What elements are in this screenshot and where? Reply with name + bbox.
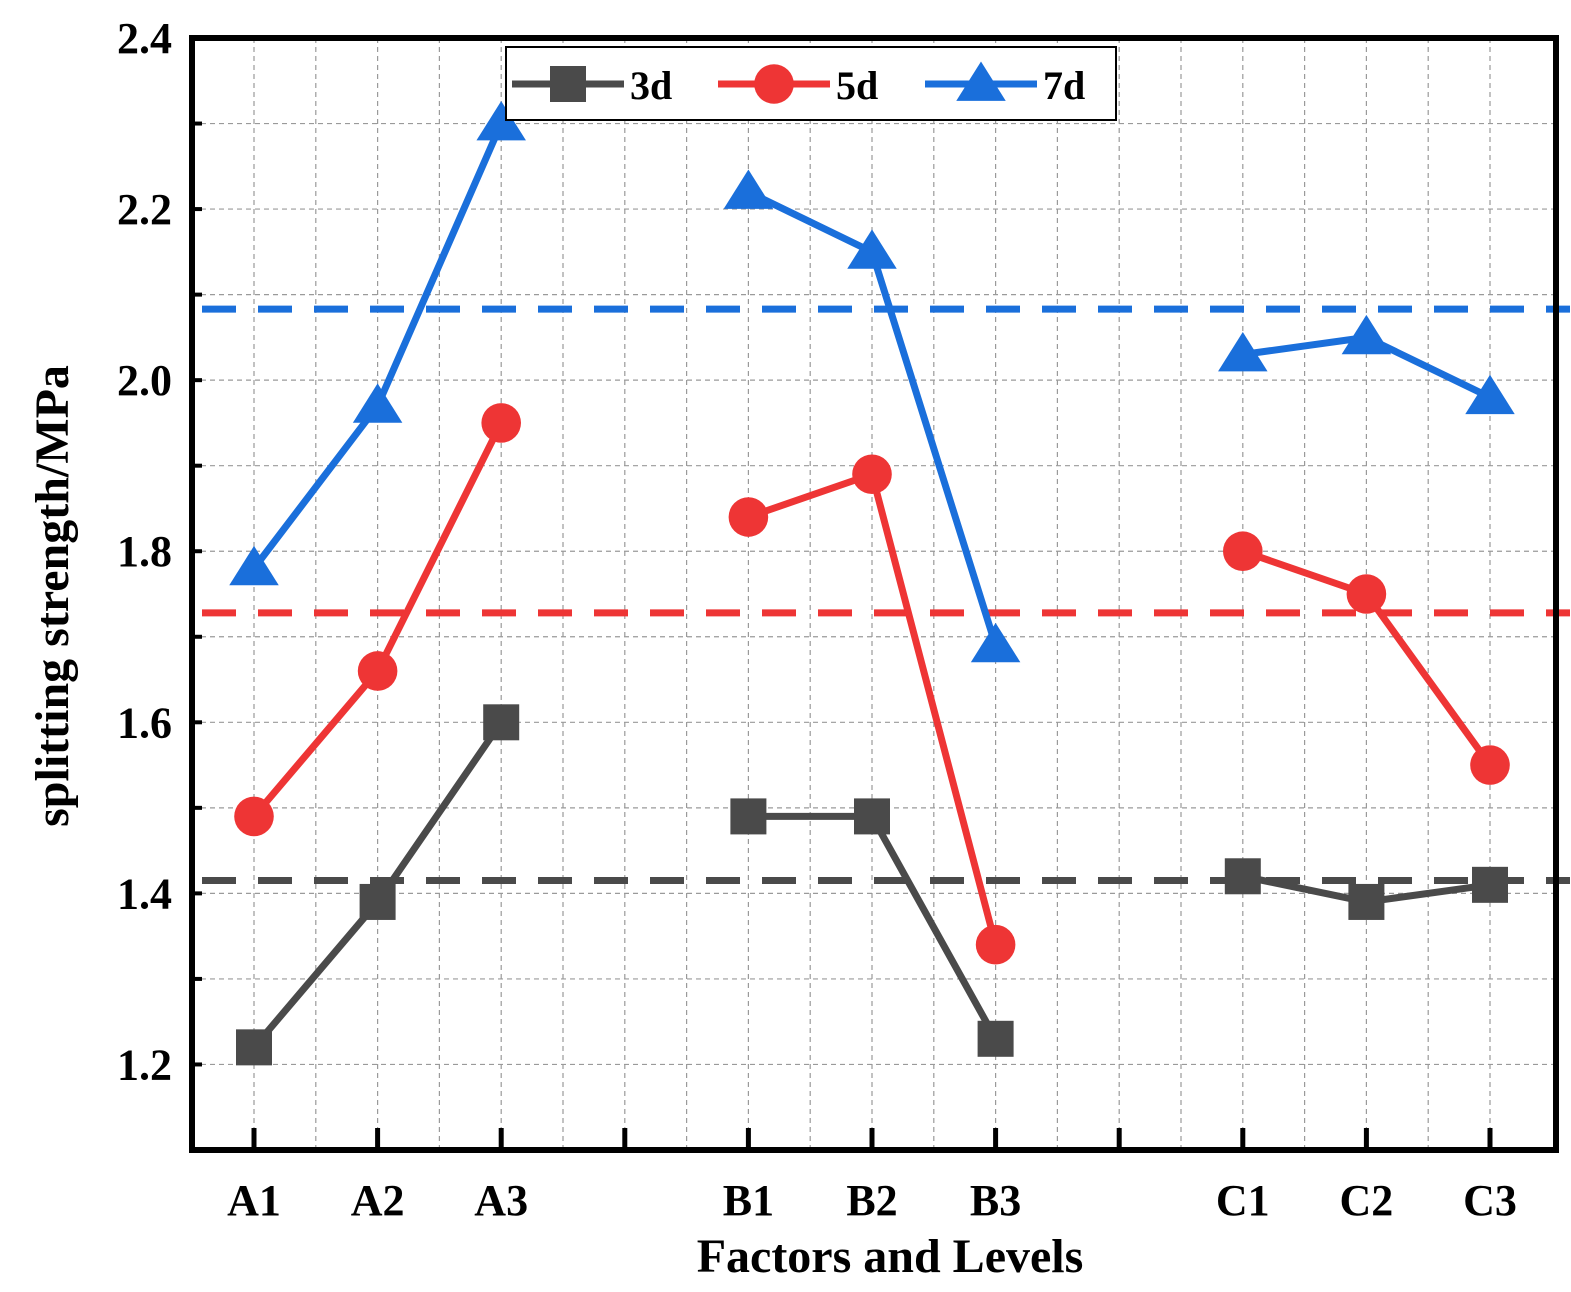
data-point xyxy=(847,229,897,269)
y-tick-label: 1.8 xyxy=(117,527,172,576)
data-point xyxy=(728,497,769,537)
legend-marker-5d xyxy=(754,64,794,104)
y-tick-label: 2.2 xyxy=(117,185,172,234)
data-point xyxy=(1223,531,1263,572)
data-point xyxy=(359,883,396,920)
data-point xyxy=(1348,883,1385,920)
data-point xyxy=(483,704,520,741)
x-axis-title: Factors and Levels xyxy=(697,1230,1084,1283)
data-point xyxy=(977,1020,1014,1057)
data-point xyxy=(1465,374,1515,415)
legend-label-3d: 3d xyxy=(630,63,672,108)
series-7d xyxy=(229,101,1515,663)
data-point xyxy=(476,101,526,141)
legend-label-7d: 7d xyxy=(1043,63,1085,108)
mean-lines xyxy=(202,305,1570,885)
data-point xyxy=(236,1029,272,1066)
data-point xyxy=(234,796,274,837)
series-layer xyxy=(229,101,1515,1066)
data-point xyxy=(357,651,398,691)
data-point xyxy=(1218,331,1268,372)
y-tick-label: 2.0 xyxy=(117,356,172,405)
series-3d xyxy=(236,704,1508,1066)
y-tick-label: 1.6 xyxy=(117,698,172,747)
data-point xyxy=(852,454,892,495)
data-point xyxy=(481,403,521,443)
x-tick-label: B3 xyxy=(970,1176,1021,1225)
legend-marker-3d xyxy=(550,66,586,102)
data-point xyxy=(229,545,279,586)
y-tick-label: 1.2 xyxy=(117,1040,172,1089)
tick-labels: 1.2 1.4 1.6 1.8 2.0 2.2 2.4 A1 A2 A3 B1 B2 B3 C1 C2 C3 xyxy=(117,14,1517,1225)
data-point xyxy=(970,622,1021,663)
data-point xyxy=(730,798,767,835)
data-point xyxy=(1470,745,1510,785)
y-axis-title: splitting strength/MPa xyxy=(26,365,79,827)
x-tick-label: C3 xyxy=(1463,1176,1517,1225)
data-point xyxy=(1472,866,1508,903)
x-tick-label: A3 xyxy=(474,1176,528,1225)
legend-label-5d: 5d xyxy=(836,63,878,108)
x-tick-label: A1 xyxy=(227,1176,281,1225)
legend: 3d 5d 7d xyxy=(505,46,1117,121)
y-tick-label: 2.4 xyxy=(117,14,172,63)
data-point xyxy=(975,924,1016,965)
x-tick-label: C2 xyxy=(1340,1176,1394,1225)
legend-marker-7d xyxy=(956,61,1006,101)
data-point xyxy=(1346,574,1387,614)
data-point xyxy=(1341,314,1392,355)
data-point xyxy=(854,798,890,835)
series-5d xyxy=(234,403,1510,965)
x-tick-label: C1 xyxy=(1216,1176,1270,1225)
x-tick-label: B2 xyxy=(846,1176,897,1225)
x-tick-label: A2 xyxy=(351,1176,405,1225)
y-tick-label: 1.4 xyxy=(117,869,172,918)
grid xyxy=(192,38,1556,1150)
data-point xyxy=(1224,858,1261,895)
data-point xyxy=(352,383,403,423)
x-tick-label: B1 xyxy=(723,1176,774,1225)
data-point xyxy=(723,169,774,209)
ticks xyxy=(192,121,1493,1150)
